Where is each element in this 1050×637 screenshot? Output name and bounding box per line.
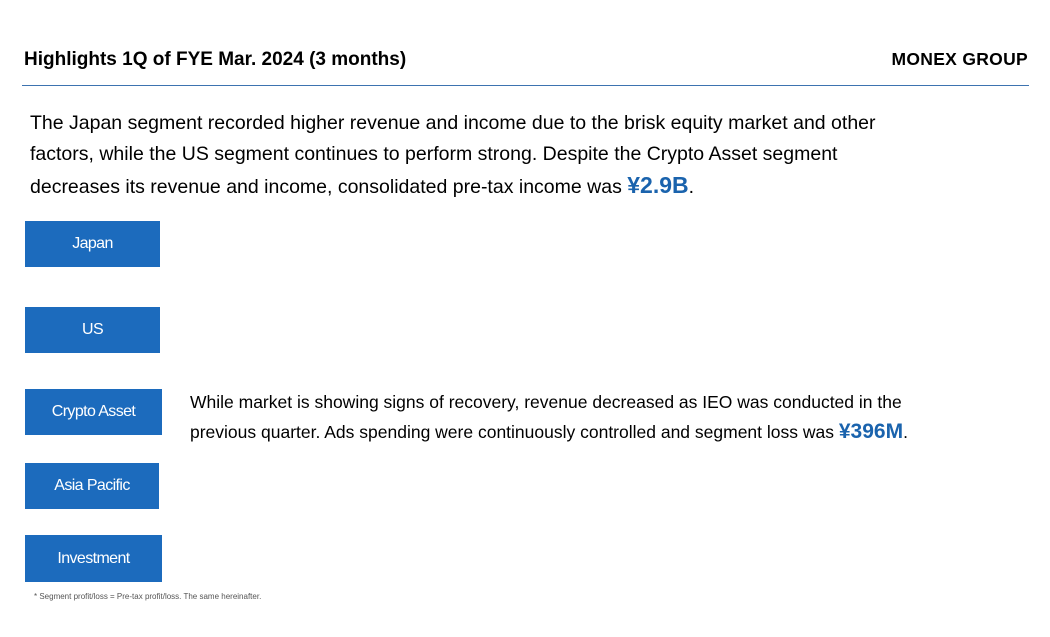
summary-line-3-end: .: [688, 176, 695, 198]
footnote: * Segment profit/loss = Pre-tax profit/l…: [34, 592, 262, 601]
title-divider: [22, 85, 1029, 86]
page-title: Highlights 1Q of FYE Mar. 2024 (3 months…: [24, 49, 407, 70]
summary-line-2: factors, while the US segment continues …: [30, 143, 838, 165]
crypto-line-2: previous quarter. Ads spending were cont…: [190, 417, 1030, 447]
summary-line-1: The Japan segment recorded higher revenu…: [30, 112, 876, 134]
segment-loss-value: ¥396M: [838, 420, 904, 443]
segment-button-asia-pacific[interactable]: Asia Pacific: [25, 463, 159, 509]
crypto-line-2-end: .: [903, 422, 908, 442]
summary-paragraph: The Japan segment recorded higher revenu…: [30, 108, 1020, 203]
crypto-line-1: While market is showing signs of recover…: [190, 392, 902, 412]
summary-line-3-text: decreases its revenue and income, consol…: [30, 176, 628, 198]
summary-line-3: decreases its revenue and income, consol…: [30, 170, 1020, 203]
segment-button-us[interactable]: US: [25, 307, 160, 353]
segment-button-investment[interactable]: Investment: [25, 535, 162, 582]
crypto-asset-description: While market is showing signs of recover…: [190, 388, 1030, 447]
company-logo-text: MONEX GROUP: [891, 49, 1028, 69]
segment-button-crypto-asset[interactable]: Crypto Asset: [25, 389, 162, 435]
crypto-line-2-text: previous quarter. Ads spending were cont…: [190, 422, 839, 442]
segment-button-japan[interactable]: Japan: [25, 221, 160, 267]
pretax-income-value: ¥2.9B: [627, 172, 689, 198]
